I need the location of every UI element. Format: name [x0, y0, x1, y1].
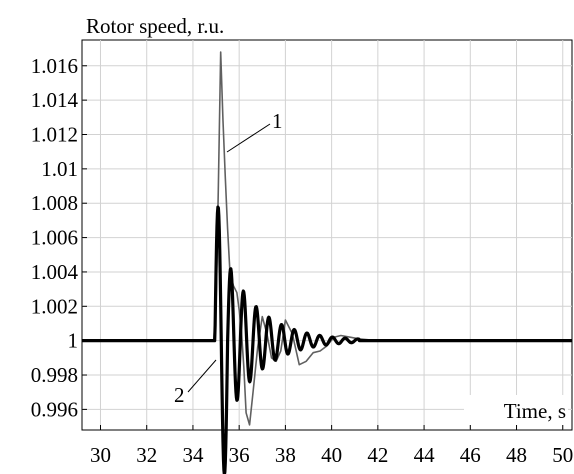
y-tick-label: 1.002: [31, 294, 78, 318]
x-tick-label: 48: [506, 443, 527, 467]
y-tick-label: 0.998: [31, 363, 78, 387]
annotation-1-label: 1: [272, 109, 283, 133]
plot-area: [81, 39, 573, 431]
x-tick-label: 42: [367, 443, 388, 467]
x-tick-label: 40: [321, 443, 342, 467]
annotations: 12: [174, 109, 283, 407]
x-tick-labels: 30 32 34 36 38 40 42 44 46 48 50: [90, 443, 573, 467]
series-2-line: [80, 205, 574, 474]
y-tick-label: 1.014: [31, 88, 79, 112]
x-tick-label: 46: [460, 443, 481, 467]
annotation-2-label: 2: [174, 383, 185, 407]
y-tick-label: 1.008: [31, 191, 78, 215]
y-tick-label: 1.006: [31, 226, 78, 250]
y-tick-label: 1.01: [41, 157, 78, 181]
series-lines: [80, 51, 574, 474]
annotation-1-leader: [226, 123, 271, 153]
y-axis-label: Rotor speed, r.u.: [86, 14, 224, 38]
y-tick-label: 1.004: [31, 260, 79, 284]
x-tick-label: 38: [275, 443, 296, 467]
x-tick-label: 30: [90, 443, 111, 467]
x-axis-label-background: [464, 395, 568, 425]
y-tick-label: 1.016: [31, 54, 78, 78]
x-tick-label: 44: [414, 443, 436, 467]
x-tick-label: 32: [136, 443, 157, 467]
annotation-2-leader: [187, 359, 217, 393]
x-axis-label: Time, s: [504, 399, 566, 423]
x-tick-label: 36: [229, 443, 250, 467]
y-tick-label: 1: [68, 329, 79, 353]
tick-marks: [82, 65, 564, 430]
x-tick-label: 34: [182, 443, 204, 467]
y-tick-label: 0.996: [31, 397, 78, 421]
y-tick-labels: 1.016 1.014 1.012 1.01 1.008 1.006 1.004 1.002 1…: [31, 54, 79, 422]
y-tick-label: 1.012: [31, 122, 78, 146]
x-tick-label: 50: [552, 443, 573, 467]
